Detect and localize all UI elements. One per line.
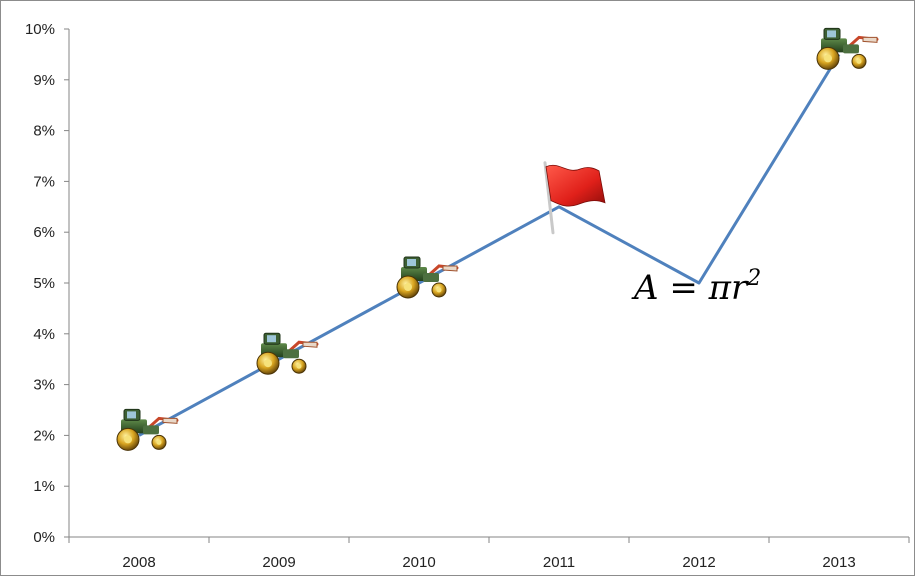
tractor-icon: [256, 332, 319, 375]
tractor-icon: [396, 256, 459, 299]
y-tick-label: 3%: [33, 377, 55, 394]
tractor-icon: [116, 408, 179, 451]
x-tick-label: 2012: [682, 554, 715, 571]
tractor-icon: [816, 27, 879, 70]
y-tick-label: 1%: [33, 478, 55, 495]
y-tick-label: 5%: [33, 275, 55, 292]
y-tick-label: 7%: [33, 173, 55, 190]
formula-annotation: A = πr2: [631, 266, 761, 308]
x-tick-label: 2008: [122, 554, 155, 571]
x-tick-label: 2009: [262, 554, 295, 571]
y-tick-label: 6%: [33, 224, 55, 241]
series-line: [138, 53, 841, 437]
y-tick-label: 2%: [33, 427, 55, 444]
formula-superscript: 2: [746, 266, 761, 291]
y-tick-label: 9%: [33, 72, 55, 89]
y-tick-label: 8%: [33, 123, 55, 140]
y-tick-label: 10%: [25, 21, 55, 38]
formula-main-text: A = πr: [631, 268, 749, 308]
flag-icon: [543, 161, 606, 235]
y-tick-label: 4%: [33, 326, 55, 343]
x-tick-label: 2013: [822, 554, 855, 571]
x-tick-label: 2010: [402, 554, 435, 571]
x-tick-label: 2011: [543, 554, 575, 571]
y-tick-label: 0%: [33, 529, 55, 546]
